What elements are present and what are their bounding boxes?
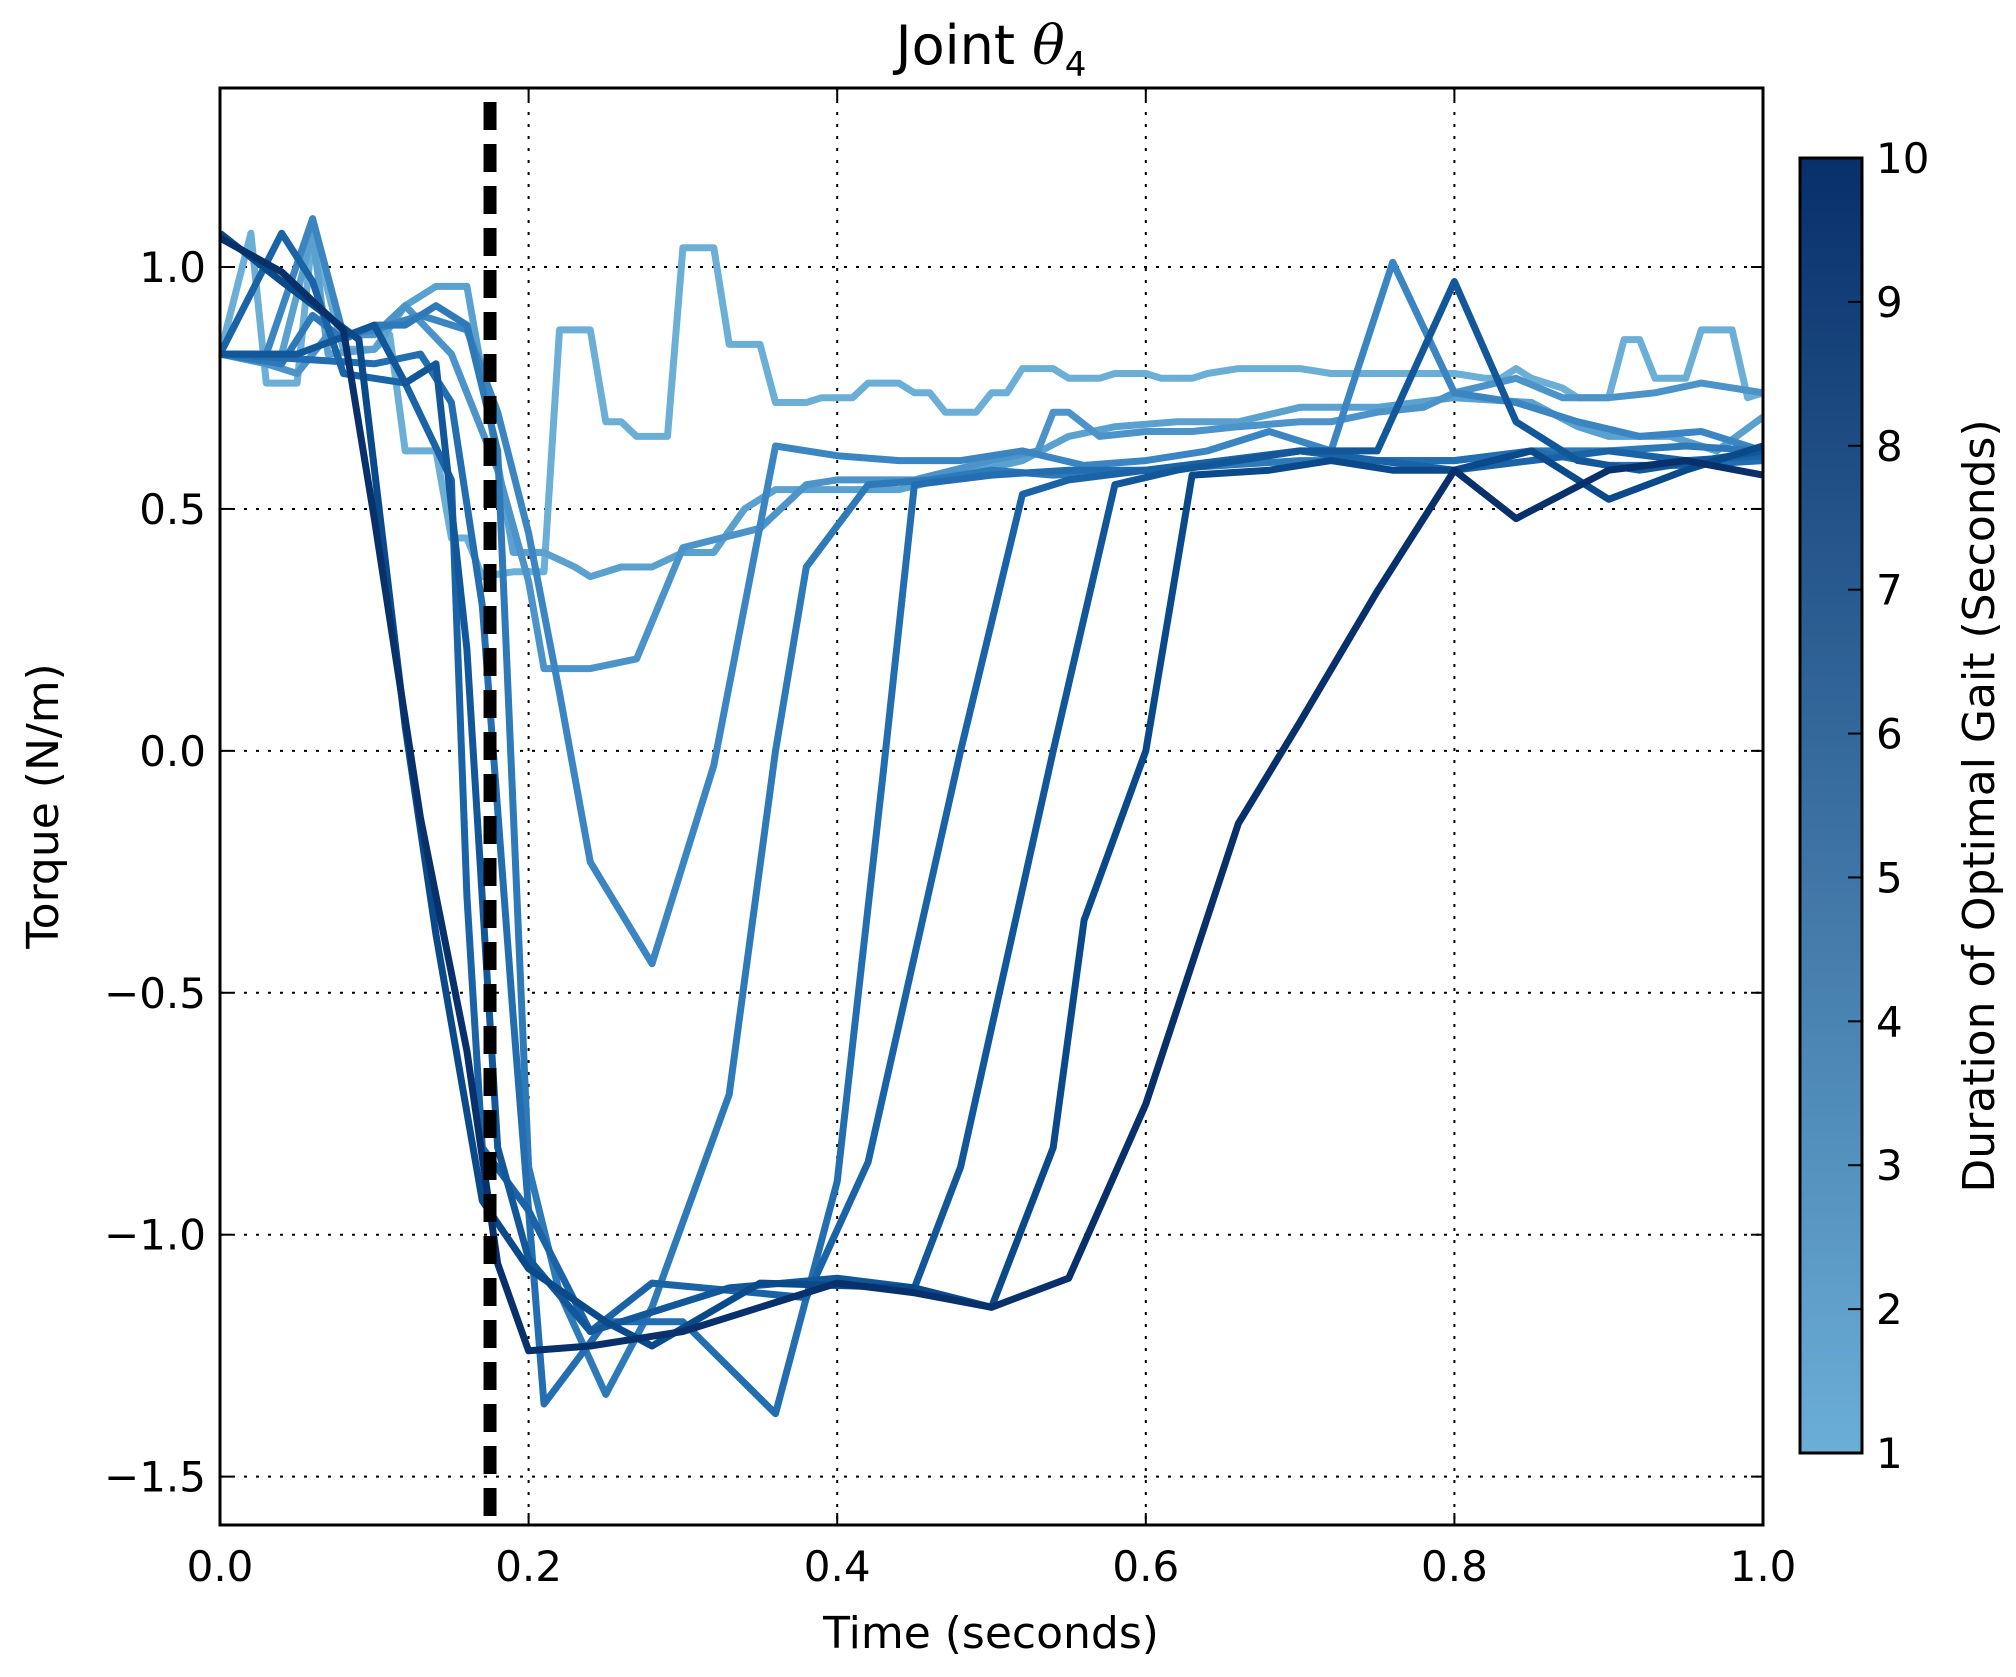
y-tick-label: −0.5 bbox=[104, 969, 206, 1018]
x-tick-label: 0.2 bbox=[495, 1542, 562, 1591]
series-line-duration-10 bbox=[220, 234, 1763, 1355]
colorbar-tick-label: 1 bbox=[1876, 1429, 1903, 1478]
series-line-duration-5 bbox=[220, 302, 1763, 1398]
colorbar-tick-label: 10 bbox=[1876, 134, 1929, 183]
colorbar-tick-label: 7 bbox=[1876, 566, 1903, 615]
series-line-duration-8 bbox=[220, 278, 1763, 1335]
colorbar-tick-label: 8 bbox=[1876, 422, 1903, 471]
x-tick-label: 0.8 bbox=[1421, 1542, 1488, 1591]
colorbar-tick-label: 5 bbox=[1876, 853, 1903, 902]
series-line-duration-9 bbox=[220, 230, 1763, 1350]
x-tick-label: 1.0 bbox=[1730, 1542, 1797, 1591]
y-axis-label: Torque (N/m) bbox=[18, 663, 69, 949]
series-line-duration-1 bbox=[220, 229, 1763, 581]
x-tick-label: 0.0 bbox=[187, 1542, 254, 1591]
x-axis-label: Time (seconds) bbox=[822, 1608, 1159, 1659]
y-tick-label: −1.5 bbox=[104, 1453, 206, 1502]
y-tick-label: −1.0 bbox=[104, 1211, 206, 1260]
title-theta-symbol: θ bbox=[1032, 14, 1065, 77]
series-line-duration-4 bbox=[220, 215, 1763, 968]
y-tick-label: 0.5 bbox=[139, 485, 206, 534]
colorbar-tick-label: 4 bbox=[1876, 997, 1903, 1046]
y-tick-label: 1.0 bbox=[139, 243, 206, 292]
colorbar-label: Duration of Optimal Gait (Seconds) bbox=[1954, 419, 2005, 1192]
series-line-duration-6 bbox=[220, 350, 1763, 1418]
colorbar-ticks: 1 2 3 4 5 6 7 8 9 10 bbox=[1848, 134, 1929, 1478]
y-tick-label: 0.0 bbox=[139, 727, 206, 776]
x-tick-label: 0.4 bbox=[804, 1542, 871, 1591]
colorbar bbox=[1798, 156, 1864, 1455]
x-axis-ticks: 0.0 0.2 0.4 0.6 0.8 1.0 bbox=[187, 88, 1797, 1591]
series-lines bbox=[220, 215, 1763, 1418]
y-axis-ticks: 1.0 0.5 0.0 −0.5 −1.0 −1.5 bbox=[104, 243, 1763, 1502]
colorbar-tick-label: 3 bbox=[1876, 1141, 1903, 1190]
colorbar-tick-label: 9 bbox=[1876, 278, 1903, 327]
x-tick-label: 0.6 bbox=[1112, 1542, 1179, 1591]
title-subscript: 4 bbox=[1065, 45, 1087, 85]
colorbar-tick-label: 2 bbox=[1876, 1285, 1903, 1334]
plot-frame bbox=[218, 86, 1765, 1527]
chart-title: Joint θ4 bbox=[893, 14, 1087, 85]
colorbar-tick-label: 6 bbox=[1876, 710, 1903, 759]
